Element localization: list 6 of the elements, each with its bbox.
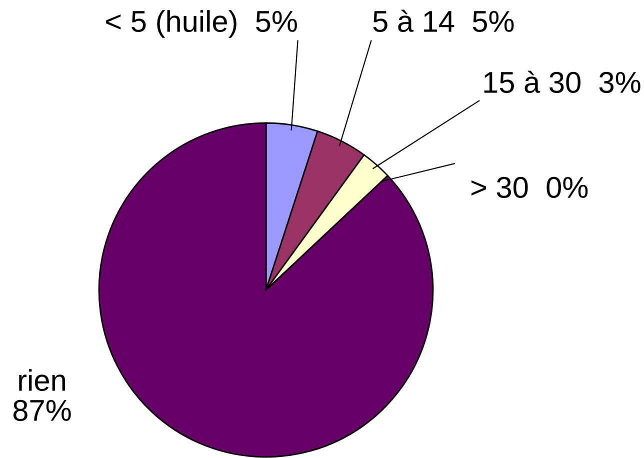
slice-label: rien (19, 369, 65, 392)
legend-label: > 30 0% (471, 176, 588, 198)
data-label: 87% (13, 400, 71, 422)
slice-label: < 5 (huile) 5% (106, 10, 297, 38)
slice-label: 5 à 14 5% (373, 10, 514, 32)
slice-label: 15 à 30 3% (484, 70, 640, 94)
